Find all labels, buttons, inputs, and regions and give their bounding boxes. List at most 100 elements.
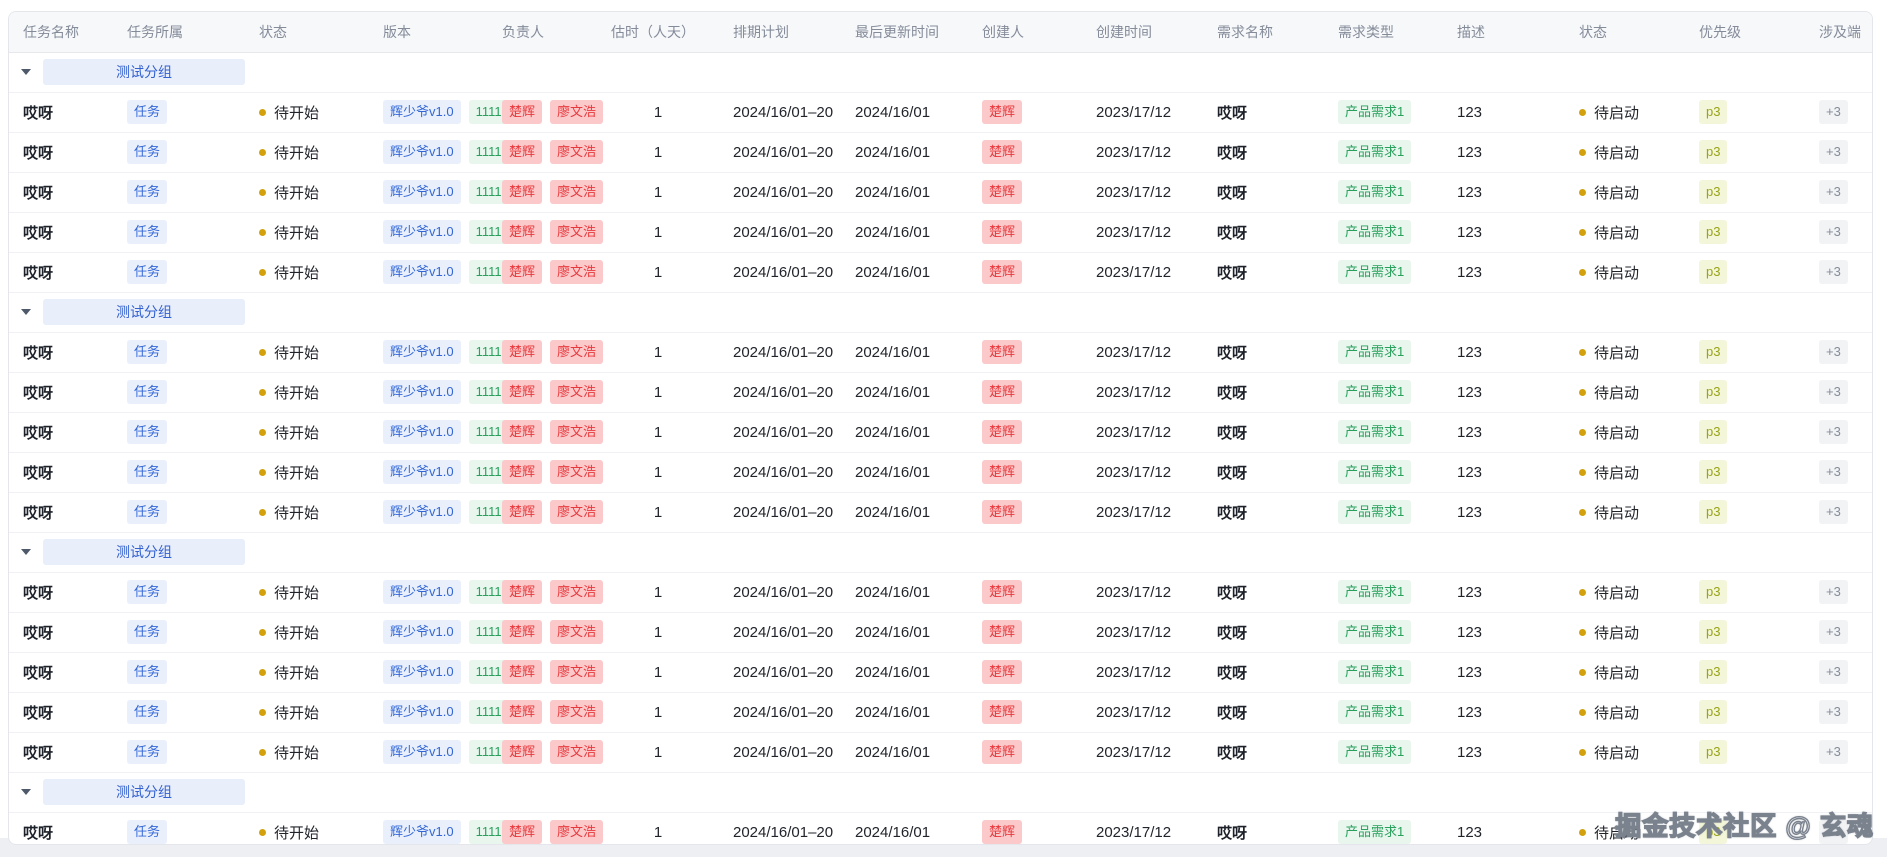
cell-owner: 楚辉 廖文浩 <box>488 492 604 533</box>
group-row[interactable]: 测试分组 <box>9 292 1872 333</box>
tag-green: 产品需求1 <box>1338 260 1412 284</box>
cell-version: 辉少爷v1.0 1111 <box>369 132 509 173</box>
task-row[interactable]: 哎呀 任务 待开始 辉少爷v1.0 1111 楚辉 廖文浩 1 2024/16/01… <box>9 412 1872 453</box>
requirement-type-tag: 产品需求1 <box>1338 260 1412 284</box>
task-row[interactable]: 哎呀 任务 待开始 辉少爷v1.0 1111 楚辉 廖文浩 1 2024/16/01… <box>9 372 1872 413</box>
collapse-caret-icon[interactable] <box>21 69 31 75</box>
owner-tags: 楚辉 廖文浩 <box>502 380 604 404</box>
description-value: 123 <box>1457 623 1483 641</box>
collapse-caret-icon[interactable] <box>21 789 31 795</box>
tag-blue: 辉少爷v1.0 <box>383 660 461 684</box>
cell-platform: +3 <box>1805 612 1872 653</box>
requirement-type-tag: 产品需求1 <box>1338 460 1412 484</box>
task-row[interactable]: 哎呀 任务 待开始 辉少爷v1.0 1111 楚辉 廖文浩 1 2024/16/01… <box>9 452 1872 493</box>
owner-tags: 楚辉 廖文浩 <box>502 820 604 844</box>
task-row[interactable]: 哎呀 任务 待开始 辉少爷v1.0 1111 楚辉 廖文浩 1 2024/16/01… <box>9 572 1872 613</box>
created-at-value: 2023/17/12 <box>1096 823 1172 841</box>
tag-blue: 任务 <box>127 620 168 644</box>
cell-priority: p3 <box>1685 452 1805 493</box>
requirement-name: 哎呀 <box>1217 504 1248 522</box>
cell-estimate: 1 <box>597 452 719 493</box>
column-header: 估时（人天） <box>597 12 719 53</box>
requirement-name: 哎呀 <box>1217 424 1248 442</box>
task-row[interactable]: 哎呀 任务 待开始 辉少爷v1.0 1111 楚辉 廖文浩 1 2024/16/01… <box>9 692 1872 733</box>
task-belong-tags: 任务 <box>127 660 168 684</box>
task-row[interactable]: 哎呀 任务 待开始 辉少爷v1.0 1111 楚辉 廖文浩 1 2024/16/01… <box>9 92 1872 133</box>
description-value: 123 <box>1457 503 1483 521</box>
task-status: 待开始 <box>259 462 319 483</box>
tag-gray: +3 <box>1819 340 1848 364</box>
column-header-label: 任务所属 <box>127 23 183 40</box>
task-row[interactable]: 哎呀 任务 待开始 辉少爷v1.0 1111 楚辉 廖文浩 1 2024/16/01… <box>9 332 1872 373</box>
task-status: 待开始 <box>259 822 319 843</box>
collapse-caret-icon[interactable] <box>21 549 31 555</box>
cell-estimate: 1 <box>597 812 719 844</box>
cell-created-at: 2023/17/12 <box>1082 732 1203 773</box>
task-row[interactable]: 哎呀 任务 待开始 辉少爷v1.0 1111 楚辉 廖文浩 1 2024/16/01… <box>9 132 1872 173</box>
tag-red: 楚辉 <box>982 180 1023 204</box>
status-dot-icon <box>259 428 266 436</box>
creator-tag: 楚辉 <box>982 460 1023 484</box>
estimate-value: 1 <box>653 143 663 161</box>
column-header-label: 创建人 <box>982 23 1024 40</box>
requirement-status: 待启动 <box>1579 502 1639 523</box>
cell-requirement-type: 产品需求1 <box>1324 492 1443 533</box>
cell-version: 辉少爷v1.0 1111 <box>369 812 509 844</box>
group-name-pill[interactable]: 测试分组 <box>43 779 245 805</box>
cell-creator: 楚辉 <box>968 92 1082 133</box>
status-dot-icon <box>259 228 266 236</box>
group-row[interactable]: 测试分组 <box>9 772 1872 813</box>
cell-requirement-name: 哎呀 <box>1203 612 1324 653</box>
tag-blue: 任务 <box>127 100 168 124</box>
estimate-value: 1 <box>653 823 663 841</box>
schedule-value: 2024/16/01–20 <box>733 663 834 681</box>
requirement-name: 哎呀 <box>1217 184 1248 202</box>
task-row[interactable]: 哎呀 任务 待开始 辉少爷v1.0 1111 楚辉 廖文浩 1 2024/16/01… <box>9 212 1872 253</box>
task-status: 待开始 <box>259 262 319 283</box>
cell-task-belong: 任务 <box>113 812 245 844</box>
creator-tag: 楚辉 <box>982 340 1023 364</box>
creator-tag: 楚辉 <box>982 380 1023 404</box>
collapse-caret-icon[interactable] <box>21 309 31 315</box>
creator-tag: 楚辉 <box>982 580 1023 604</box>
cell-platform: +3 <box>1805 732 1872 773</box>
group-name-pill[interactable]: 测试分组 <box>43 299 245 325</box>
cell-task-name: 哎呀 <box>9 572 113 613</box>
last-updated-value: 2024/16/01 <box>855 383 931 401</box>
cell-last-updated: 2024/16/01 <box>841 652 968 693</box>
cell-requirement-type: 产品需求1 <box>1324 332 1443 373</box>
cell-priority: p3 <box>1685 412 1805 453</box>
task-row[interactable]: 哎呀 任务 待开始 辉少爷v1.0 1111 楚辉 廖文浩 1 2024/16/01… <box>9 172 1872 213</box>
cell-last-updated: 2024/16/01 <box>841 92 968 133</box>
task-row[interactable]: 哎呀 任务 待开始 辉少爷v1.0 1111 楚辉 廖文浩 1 2024/16/01… <box>9 492 1872 533</box>
tag-red: 楚辉 <box>502 580 543 604</box>
group-name-pill[interactable]: 测试分组 <box>43 539 245 565</box>
group-name-pill[interactable]: 测试分组 <box>43 59 245 85</box>
cell-last-updated: 2024/16/01 <box>841 452 968 493</box>
task-status: 待开始 <box>259 742 319 763</box>
status-dot-icon <box>259 588 266 596</box>
group-row[interactable]: 测试分组 <box>9 52 1872 93</box>
tag-red: 楚辉 <box>982 220 1023 244</box>
task-row[interactable]: 哎呀 任务 待开始 辉少爷v1.0 1111 楚辉 廖文浩 1 2024/16/01… <box>9 652 1872 693</box>
cell-schedule: 2024/16/01–20 <box>719 132 841 173</box>
column-header: 优先级 <box>1685 12 1805 53</box>
tag-red: 楚辉 <box>982 340 1023 364</box>
task-row[interactable]: 哎呀 任务 待开始 辉少爷v1.0 1111 楚辉 廖文浩 1 2024/16/01… <box>9 252 1872 293</box>
group-row[interactable]: 测试分组 <box>9 532 1872 573</box>
task-row[interactable]: 哎呀 任务 待开始 辉少爷v1.0 1111 楚辉 廖文浩 1 2024/16/01… <box>9 732 1872 773</box>
cell-creator: 楚辉 <box>968 652 1082 693</box>
cell-last-updated: 2024/16/01 <box>841 732 968 773</box>
cell-priority: p3 <box>1685 652 1805 693</box>
owner-tags: 楚辉 廖文浩 <box>502 580 604 604</box>
platform-tag: +3 <box>1819 500 1848 524</box>
created-at-value: 2023/17/12 <box>1096 263 1172 281</box>
task-row[interactable]: 哎呀 任务 待开始 辉少爷v1.0 1111 楚辉 廖文浩 1 2024/16/01… <box>9 612 1872 653</box>
status-dot-icon <box>259 628 266 636</box>
status-dot-icon <box>259 708 266 716</box>
cell-priority: p3 <box>1685 132 1805 173</box>
status-dot-icon <box>259 748 266 756</box>
task-row[interactable]: 哎呀 任务 待开始 辉少爷v1.0 1111 楚辉 廖文浩 1 2024/16/01… <box>9 812 1872 844</box>
tag-red: 廖文浩 <box>550 620 604 644</box>
cell-status: 待开始 <box>245 572 369 613</box>
